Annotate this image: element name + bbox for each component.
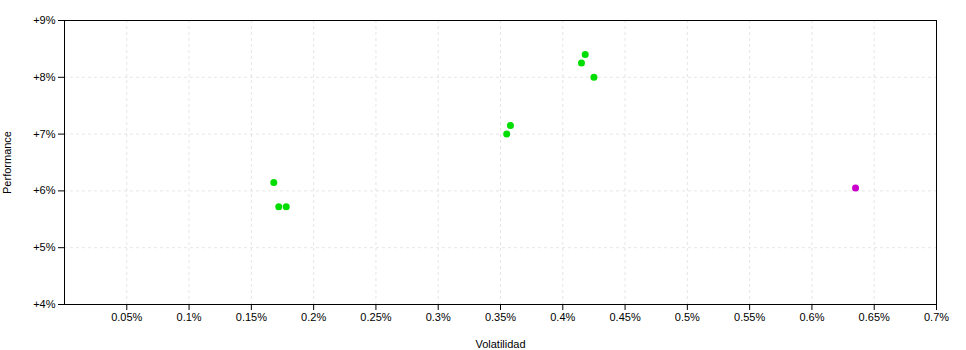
svg-text:+7%: +7%	[33, 128, 56, 140]
svg-text:0.1%: 0.1%	[177, 311, 202, 323]
svg-text:0.5%: 0.5%	[675, 311, 700, 323]
svg-text:0.15%: 0.15%	[236, 311, 267, 323]
svg-text:0.25%: 0.25%	[360, 311, 391, 323]
svg-text:0.7%: 0.7%	[924, 311, 949, 323]
svg-text:0.3%: 0.3%	[426, 311, 451, 323]
svg-text:Performance: Performance	[1, 131, 13, 194]
svg-text:0.4%: 0.4%	[550, 311, 575, 323]
svg-text:+9%: +9%	[33, 14, 56, 26]
svg-text:0.35%: 0.35%	[485, 311, 516, 323]
svg-text:0.55%: 0.55%	[734, 311, 765, 323]
svg-text:+6%: +6%	[33, 184, 56, 196]
svg-text:Volatilidad: Volatilidad	[475, 338, 525, 350]
svg-text:0.65%: 0.65%	[859, 311, 890, 323]
svg-text:+4%: +4%	[33, 298, 56, 310]
svg-text:0.45%: 0.45%	[609, 311, 640, 323]
svg-text:0.6%: 0.6%	[799, 311, 824, 323]
svg-text:+8%: +8%	[33, 71, 56, 83]
svg-text:0.2%: 0.2%	[301, 311, 326, 323]
svg-text:0.05%: 0.05%	[111, 311, 142, 323]
svg-text:+5%: +5%	[33, 241, 56, 253]
